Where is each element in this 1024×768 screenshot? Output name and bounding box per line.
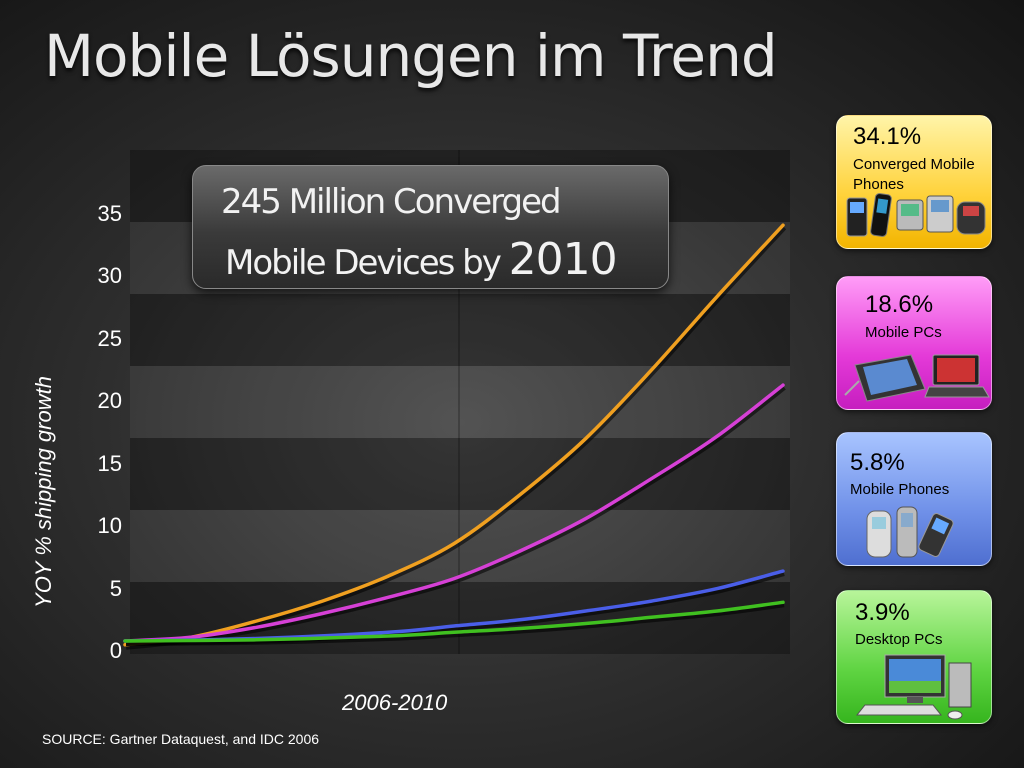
callout-line-2: Mobile Devices by 2010 — [225, 234, 618, 285]
callout-line-2-text: Mobile Devices by — [225, 243, 502, 283]
callout-box: 245 Million Converged Mobile Devices by … — [192, 165, 669, 289]
series-line-1 — [123, 223, 785, 647]
source-note: SOURCE: Gartner Dataquest, and IDC 2006 — [42, 731, 320, 747]
chart-series — [123, 223, 787, 650]
legend-card-converged-phones: 34.1% Converged Mobile Phones — [836, 115, 992, 249]
y-tick-label: 35 — [97, 201, 122, 226]
background-band — [130, 510, 790, 582]
tablet-laptop-icon — [844, 354, 990, 402]
y-tick-label: 5 — [109, 575, 122, 601]
series-shadow-4 — [125, 601, 785, 646]
y-tick-label: 0 — [109, 638, 122, 663]
series-line-2 — [123, 383, 785, 643]
y-axis-label: YOY % shipping growth — [31, 376, 56, 608]
mobile-phones-icon — [866, 506, 954, 558]
callout-year: 2010 — [508, 234, 618, 285]
card-label: Desktop PCs — [855, 631, 943, 648]
desktop-pc-icon — [855, 654, 972, 720]
y-tick-label: 25 — [97, 325, 122, 351]
legend-card-mobile-pcs: 18.6% Mobile PCs — [836, 276, 992, 410]
card-percent: 5.8% — [850, 449, 905, 476]
y-tick-label: 20 — [97, 388, 122, 414]
background-band — [130, 366, 790, 438]
series-shadow-2 — [125, 384, 786, 646]
card-label: Mobile Phones — [850, 481, 950, 498]
legend-card-mobile-phones: 5.8% Mobile Phones — [836, 432, 992, 566]
y-tick-label: 15 — [97, 450, 122, 476]
y-tick-label: 10 — [97, 513, 122, 539]
card-percent: 34.1% — [853, 123, 922, 150]
background-band — [130, 438, 790, 510]
legend-card-desktop-pcs: 3.9% Desktop PCs — [836, 590, 992, 724]
y-tick-label: 30 — [97, 263, 122, 289]
card-label: Converged Mobile Phones — [853, 156, 975, 193]
x-axis-label: 2006-2010 — [342, 690, 448, 715]
background-band — [130, 294, 790, 366]
smartphones-icon — [846, 193, 986, 237]
callout-line-1: 245 Million Converged — [221, 182, 562, 222]
series-shadow-1 — [125, 225, 787, 650]
slide-title: Mobile Lösungen im Trend — [44, 22, 778, 90]
card-percent: 3.9% — [855, 599, 910, 626]
card-percent: 18.6% — [865, 291, 934, 318]
card-label: Mobile PCs — [865, 324, 942, 341]
series-line-4 — [123, 600, 785, 643]
